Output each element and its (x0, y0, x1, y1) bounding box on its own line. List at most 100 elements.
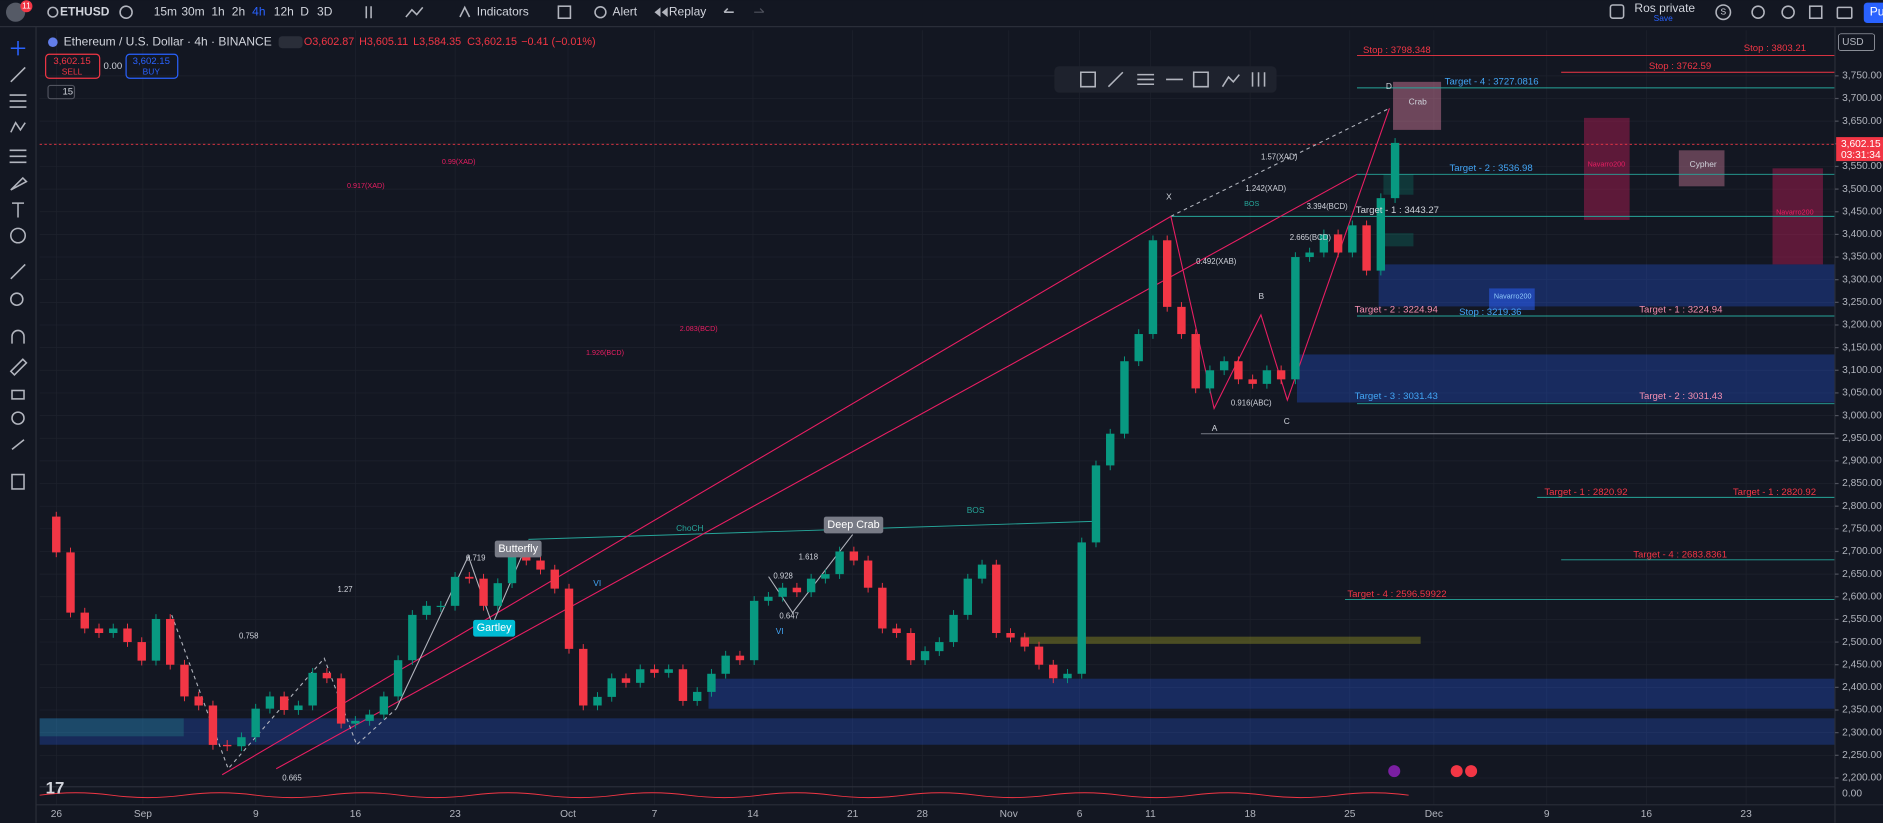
replay-button[interactable]: Replay (669, 4, 706, 18)
alert-button[interactable]: Alert (612, 4, 637, 18)
price-tick-label: 2,750.00 (1842, 524, 1882, 535)
interval-button[interactable]: 1h (211, 4, 224, 18)
replay-icon[interactable] (654, 7, 668, 18)
prediction-tool[interactable] (9, 149, 27, 164)
candle (735, 655, 745, 661)
annotation: 1.926(BCD) (586, 348, 624, 357)
annotation: 0.917(XAD) (347, 181, 385, 190)
legend-title: Ethereum / U.S. Dollar · 4h · BINANCE (64, 34, 272, 48)
alert-icon[interactable] (594, 6, 607, 19)
indicators-button[interactable]: Indicators (477, 4, 529, 18)
stay-drawing-tool[interactable] (9, 358, 28, 376)
annotation: C (1284, 416, 1290, 426)
left-toolbar (9, 41, 28, 490)
interval-button[interactable]: 15m (154, 4, 177, 18)
candle-type-icon[interactable] (365, 6, 372, 19)
publish-button[interactable]: Pu (1870, 4, 1883, 18)
interval-button[interactable]: 3D (317, 4, 333, 18)
price-tick-label: 2,900.00 (1842, 456, 1882, 467)
sell-button[interactable] (45, 53, 101, 79)
buy-button[interactable] (125, 53, 179, 79)
publish-button-bg[interactable] (1863, 2, 1883, 24)
drawing-tools[interactable] (1080, 71, 1266, 88)
emoji-tool[interactable] (10, 227, 26, 244)
pattern-tool[interactable] (10, 121, 26, 133)
interval-button[interactable]: D (300, 4, 309, 18)
fib-tool[interactable] (9, 94, 27, 108)
screenshot-icon[interactable] (1836, 6, 1853, 19)
candle (1248, 379, 1257, 384)
demand-zone (39, 718, 184, 737)
candle (222, 744, 232, 747)
hide-tool[interactable] (11, 411, 25, 425)
interval-button[interactable]: 4h (252, 4, 265, 18)
symbol[interactable]: ETHUSD (60, 4, 110, 18)
save-label[interactable]: Save (1654, 13, 1673, 23)
zones (39, 81, 1835, 745)
account-badge[interactable]: S (1720, 6, 1726, 16)
magnet-tool[interactable] (11, 329, 25, 344)
sell-price[interactable]: 3,602.15 (53, 56, 90, 67)
event-icon[interactable] (1465, 765, 1478, 778)
candle (1305, 252, 1314, 258)
event-icon[interactable] (1450, 765, 1463, 778)
interval-button[interactable]: 12h (274, 4, 294, 18)
fullscreen-icon[interactable] (1808, 5, 1823, 19)
indicators-icon[interactable] (459, 5, 471, 18)
sell-label[interactable]: SELL (62, 66, 83, 76)
annotation: BOS (1244, 199, 1259, 208)
trendline-tool[interactable] (10, 66, 26, 83)
tv-logo: 17 (46, 779, 65, 798)
redo-button[interactable] (754, 8, 765, 13)
buy-price[interactable]: 3,602.15 (133, 56, 170, 67)
price-tick-label: 2,550.00 (1842, 614, 1882, 625)
currency-box[interactable] (1838, 33, 1875, 51)
time-tick-label: 23 (449, 809, 461, 820)
crosshair-tool[interactable] (10, 41, 26, 56)
search-icon[interactable] (47, 6, 59, 18)
plus-icon[interactable] (1388, 765, 1401, 778)
candle (194, 696, 203, 706)
lock-tool[interactable] (11, 389, 25, 400)
candle (393, 660, 403, 697)
avatar[interactable] (6, 2, 26, 22)
layouts-icon[interactable] (557, 5, 572, 19)
settings-icon[interactable] (1781, 5, 1795, 19)
candle (1348, 225, 1357, 253)
annotation: Target - 4 : 2683.8361 (1633, 550, 1727, 561)
buy-label[interactable]: BUY (143, 66, 161, 76)
candle (992, 564, 1001, 634)
account-name[interactable]: Ros private (1634, 1, 1695, 15)
candle (906, 633, 916, 661)
delete-tool[interactable] (11, 473, 25, 490)
price-tick-label: 2,350.00 (1842, 705, 1882, 716)
candle (949, 614, 958, 643)
candle (1120, 361, 1129, 434)
line-type-icon[interactable] (405, 6, 424, 18)
layout-checkbox[interactable] (1609, 4, 1625, 19)
candle (1162, 240, 1172, 307)
demand-zone (1378, 264, 1835, 307)
candle (1034, 646, 1044, 665)
zoom-tool[interactable] (10, 292, 24, 307)
link-tool[interactable] (11, 439, 25, 450)
interval-button[interactable]: 30m (181, 4, 204, 18)
indicators-count-box[interactable] (47, 84, 76, 100)
candle (1063, 673, 1072, 679)
compare-icon[interactable] (119, 5, 133, 19)
undo-button[interactable] (723, 8, 734, 13)
brush-tool[interactable] (10, 176, 28, 191)
annotation: Stop : 3762.59 (1649, 61, 1711, 72)
candle (593, 696, 602, 706)
text-tool[interactable] (12, 202, 25, 218)
annotation: B (1259, 291, 1265, 301)
quick-search-icon[interactable] (1751, 5, 1765, 19)
candle (1049, 664, 1058, 679)
currency[interactable]: USD (1842, 37, 1864, 48)
ruler-tool[interactable] (10, 263, 26, 280)
indicators-count[interactable]: 15 (62, 87, 73, 98)
cypher-box (1678, 150, 1725, 187)
price-tick-label: 2,800.00 (1842, 501, 1882, 512)
annotation: 0.99(XAD) (442, 157, 476, 166)
interval-button[interactable]: 2h (232, 4, 245, 18)
